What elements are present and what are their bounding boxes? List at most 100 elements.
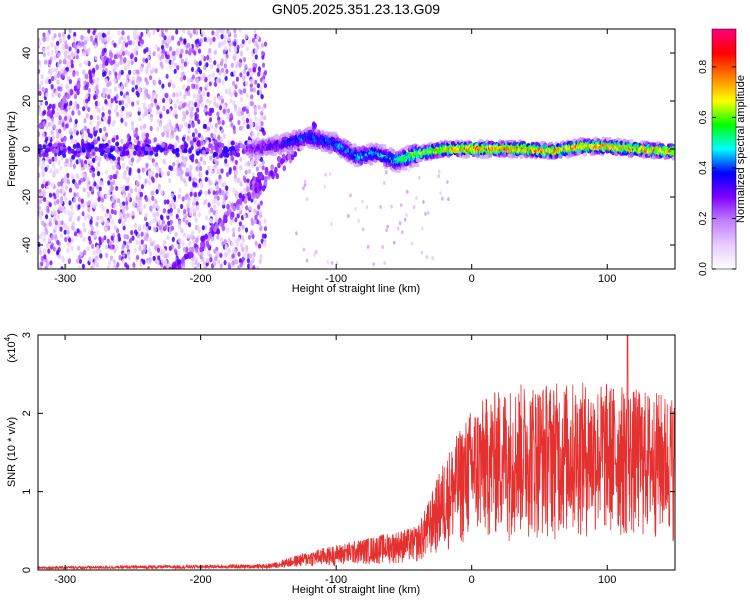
spectrogram-cell <box>64 263 68 269</box>
spectrogram-cell <box>248 39 252 45</box>
spectrogram-cell <box>125 200 129 206</box>
spectrogram-cell <box>122 42 126 49</box>
spectrogram-cell <box>92 40 96 46</box>
spectrogram-cell <box>63 208 67 215</box>
spectrogram-cell <box>160 64 164 70</box>
spectrogram-cell <box>182 217 186 223</box>
spectrogram-cell <box>248 205 252 211</box>
spectrogram-cell <box>159 113 163 119</box>
spectrogram-cell <box>192 197 197 203</box>
spectrogram-cell <box>49 260 53 266</box>
spectrogram-cell <box>104 226 108 232</box>
spectrogram-cell <box>168 245 172 251</box>
spectrogram-cell <box>53 200 57 206</box>
spectrogram-cell <box>63 222 67 228</box>
spectrogram-cell <box>108 259 112 265</box>
spectrogram-cell <box>58 32 62 38</box>
spectrogram-cell <box>110 219 114 225</box>
spectrogram-cell <box>126 176 131 182</box>
spectrogram-cell <box>183 143 188 149</box>
spectrogram-cell <box>217 119 221 125</box>
spectrogram-cell <box>188 241 192 247</box>
spectrogram-cell <box>179 53 183 59</box>
spectrogram-cell <box>124 262 128 268</box>
spectrogram-cell <box>66 247 70 253</box>
spectrogram-cell <box>84 104 89 110</box>
spectrogram-cell <box>206 139 210 145</box>
spectrogram-cell <box>84 73 89 80</box>
spectrogram-cell <box>241 115 245 122</box>
spectrogram-cell <box>116 62 120 68</box>
spectrogram-cell <box>76 245 80 251</box>
spectrogram-cell <box>139 298 143 304</box>
spectrogram-cell <box>134 132 139 138</box>
spectrogram-cell <box>228 41 232 47</box>
spectrogram-cell <box>175 159 180 165</box>
spectrogram-cell <box>226 171 230 177</box>
spectrogram-cell <box>227 237 231 243</box>
spectrogram-cell <box>187 123 191 129</box>
spectrogram-cell <box>18 139 22 145</box>
spectrogram-cell <box>238 62 242 68</box>
spectrogram-cell <box>169 203 173 209</box>
spectrogram-cell <box>87 132 91 138</box>
spectrogram-cell <box>121 243 126 249</box>
spectrogram-cell <box>187 77 191 83</box>
spectrogram-cell <box>41 220 45 226</box>
spectrogram-cell <box>260 94 264 100</box>
spectrogram-cell <box>90 165 94 171</box>
spectrogram-cell <box>180 48 184 54</box>
spectrogram-cell <box>170 197 174 204</box>
spectrogram-cell <box>41 132 46 138</box>
spectrogram-cell <box>199 180 203 187</box>
spectrogram-cell <box>208 180 212 186</box>
spectrogram-cell <box>136 75 140 81</box>
spectrogram-cell <box>89 219 93 225</box>
spectrogram-cell <box>168 274 172 280</box>
spectrogram-cell <box>132 262 136 268</box>
spectrogram-cell <box>63 58 67 64</box>
spectrogram-cell <box>131 80 135 86</box>
spectrogram-cell <box>249 117 253 123</box>
spectrogram-cell <box>194 158 199 164</box>
spectrogram-cell <box>188 169 192 175</box>
spectrogram-cell <box>140 151 145 157</box>
spectrogram-cell <box>110 185 114 191</box>
spectrogram-cell <box>195 166 199 172</box>
spectrogram-cell <box>252 87 256 93</box>
spectrogram-cell <box>169 271 173 277</box>
spectrogram-cell <box>169 134 173 140</box>
spectrogram-cell <box>121 30 125 36</box>
spectrogram-cell <box>73 128 77 135</box>
spectrogram-cell <box>42 248 46 254</box>
spectrogram-cell <box>182 102 186 109</box>
spectrogram-cell <box>143 231 147 237</box>
spectrogram-cell <box>112 264 116 269</box>
spectrogram-cell <box>44 152 49 158</box>
spectrogram-cell <box>144 293 148 299</box>
spectrogram-cell <box>158 79 162 85</box>
spectrogram-cell <box>96 244 100 251</box>
spectrogram-cell <box>183 253 188 260</box>
spectrogram-cell <box>226 114 230 120</box>
spectrogram-cell <box>245 117 249 123</box>
spectrogram-cell <box>44 166 48 172</box>
spectrogram-cell <box>76 146 81 152</box>
spectrogram-cell <box>95 166 99 172</box>
spectrogram-cell <box>48 217 52 223</box>
spectrogram-cell <box>253 29 257 35</box>
spectrogram-cell <box>157 185 161 191</box>
spectrogram-cell <box>93 232 97 238</box>
spectrogram-cell <box>153 98 157 104</box>
spectrogram-cell <box>58 101 63 108</box>
spectrogram-cell <box>47 51 51 57</box>
spectrogram-cell <box>135 239 139 245</box>
spectrogram-cell <box>129 188 134 194</box>
spectrogram-cell <box>240 242 244 248</box>
spectrogram-cell <box>126 244 130 250</box>
spectrogram-cell <box>47 237 51 243</box>
spectrogram-cell <box>213 204 217 210</box>
spectrogram-cell <box>59 188 63 194</box>
spectrogram-cell <box>241 39 245 45</box>
